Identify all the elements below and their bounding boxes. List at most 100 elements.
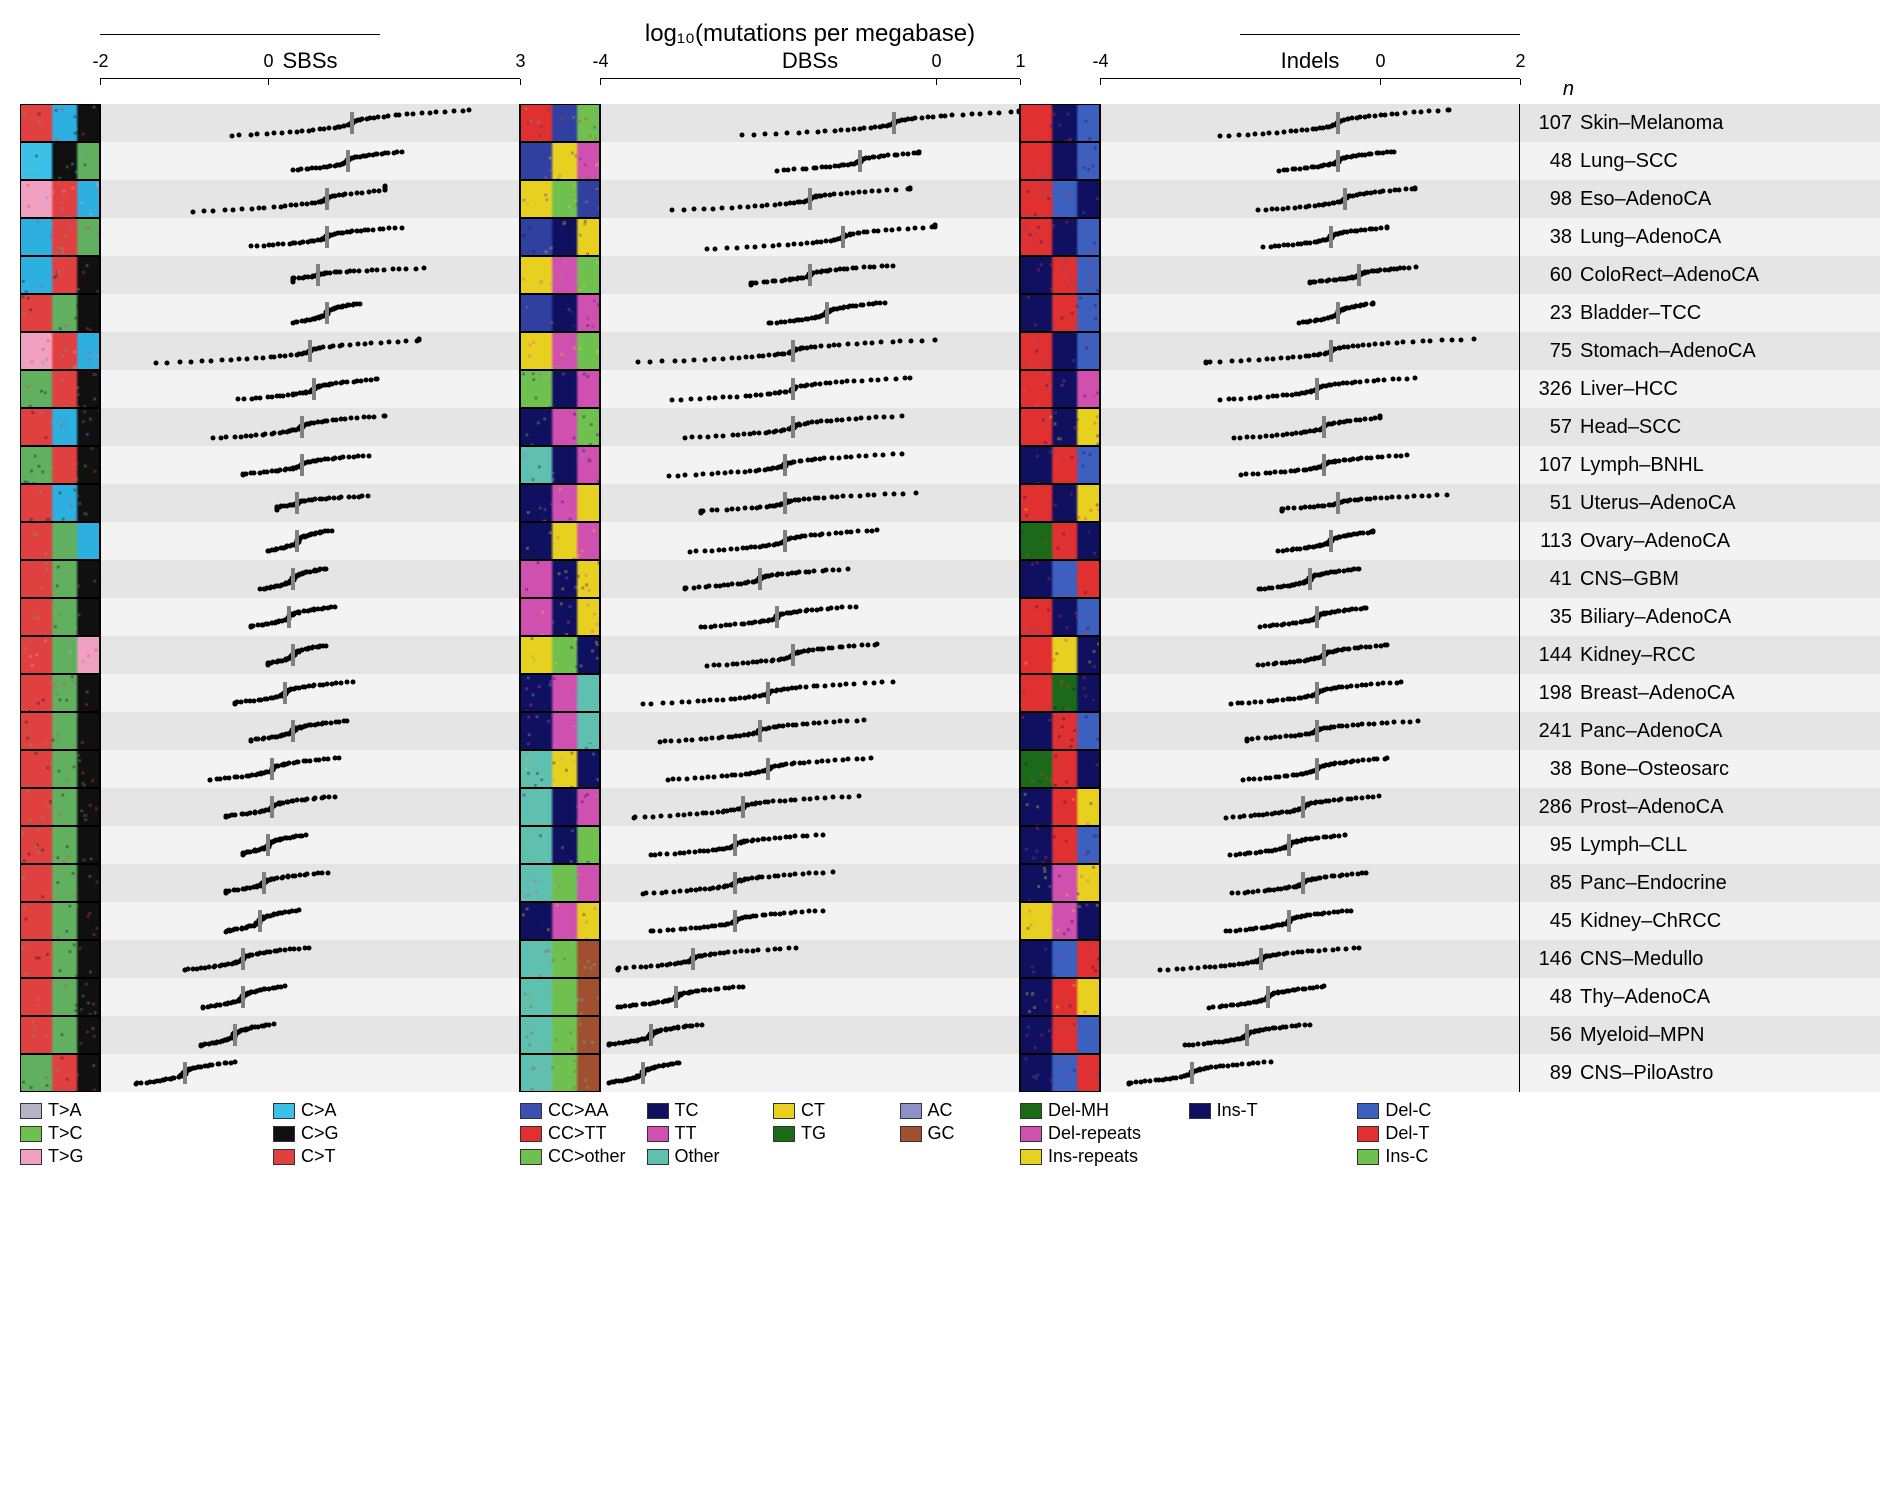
signature-strip [20,332,100,370]
median-bar [791,378,795,400]
cancer-type-label: Bone–Osteosarc [1580,750,1880,788]
cancer-type-label: Panc–AdenoCA [1580,712,1880,750]
legend-item: Ins-T [1189,1100,1352,1121]
cancer-type-label: CNS–GBM [1580,560,1880,598]
legend-label: T>A [48,1100,82,1121]
cancer-row: 38Bone–Osteosarc [20,750,1880,788]
dot-panel [100,142,520,180]
cancer-type-label: Biliary–AdenoCA [1580,598,1880,636]
median-bar [291,720,295,742]
median-bar [316,264,320,286]
cancer-row: 95Lymph–CLL [20,826,1880,864]
n-value: 85 [1520,864,1580,902]
cancer-row: 60ColoRect–AdenoCA [20,256,1880,294]
median-bar [691,948,695,970]
signature-strip [520,408,600,446]
signature-strip [1020,788,1100,826]
cancer-row: 107Lymph–BNHL [20,446,1880,484]
median-bar [758,720,762,742]
cancer-type-label: Liver–HCC [1580,370,1880,408]
median-bar [808,264,812,286]
cancer-type-label: CNS–Medullo [1580,940,1880,978]
median-bar [1315,378,1319,400]
signature-strip [520,598,600,636]
dot-panel [1100,636,1520,674]
dot-panel [100,484,520,522]
signature-strip [520,902,600,940]
median-bar [783,454,787,476]
dot-panel [100,408,520,446]
dot-panel [100,712,520,750]
cancer-type-label: Myeloid–MPN [1580,1016,1880,1054]
legend-item: TT [647,1123,768,1144]
signature-strip [1020,408,1100,446]
median-bar [1287,834,1291,856]
median-bar [841,226,845,248]
median-bar [183,1062,187,1084]
signature-strip [20,218,100,256]
dot-panel [600,636,1020,674]
dot-panel [600,978,1020,1016]
signature-strip [520,484,600,522]
legend-group: CC>AATCCTACCC>TTTTTGGCCC>otherOther [520,1100,1020,1167]
median-bar [733,834,737,856]
median-bar [791,416,795,438]
n-value: 23 [1520,294,1580,332]
median-bar [766,682,770,704]
dot-panel [100,598,520,636]
n-value: 113 [1520,522,1580,560]
legend-label: TT [675,1123,697,1144]
signature-strip [520,1054,600,1092]
median-bar [241,986,245,1008]
legend-swatch [1357,1103,1379,1119]
cancer-row: 241Panc–AdenoCA [20,712,1880,750]
legend-item: CC>TT [520,1123,641,1144]
legend-swatch [520,1126,542,1142]
signature-strip [520,446,600,484]
median-bar [1336,492,1340,514]
median-bar [1322,454,1326,476]
legend-label: CC>other [548,1146,626,1167]
cancer-row: 56Myeloid–MPN [20,1016,1880,1054]
dot-panel [600,1054,1020,1092]
signature-strip [20,902,100,940]
signature-strip [20,750,100,788]
signature-strip [520,978,600,1016]
cancer-row: 45Kidney–ChRCC [20,902,1880,940]
median-bar [741,796,745,818]
dot-panel [1100,788,1520,826]
dot-panel [600,332,1020,370]
legend-swatch [1357,1126,1379,1142]
dot-panel [600,674,1020,712]
legend-swatch [273,1103,295,1119]
legend-label: TC [675,1100,699,1121]
median-bar [791,644,795,666]
signature-strip [1020,522,1100,560]
median-bar [291,644,295,666]
legend-swatch [647,1103,669,1119]
dot-panel [100,370,520,408]
dot-panel [1100,674,1520,712]
dot-panel [100,978,520,1016]
median-bar [783,530,787,552]
axis-panel-0: -203 [100,78,520,104]
dot-panel [600,788,1020,826]
dot-panel [600,370,1020,408]
legend-item: C>G [273,1123,520,1144]
signature-strip [520,864,600,902]
n-value: 38 [1520,218,1580,256]
signature-strip [520,940,600,978]
signature-strip [1020,864,1100,902]
n-value: 107 [1520,446,1580,484]
legend-swatch [20,1126,42,1142]
cancer-type-label: Skin–Melanoma [1580,104,1880,142]
cancer-type-label: CNS–PiloAstro [1580,1054,1880,1092]
signature-strip [520,332,600,370]
cancer-type-label: Stomach–AdenoCA [1580,332,1880,370]
legend-swatch [647,1126,669,1142]
cancer-type-label: Lung–AdenoCA [1580,218,1880,256]
axis-panel-1: -401 [600,78,1020,104]
signature-strip [20,104,100,142]
legend-swatch [647,1149,669,1165]
signature-strip [520,750,600,788]
